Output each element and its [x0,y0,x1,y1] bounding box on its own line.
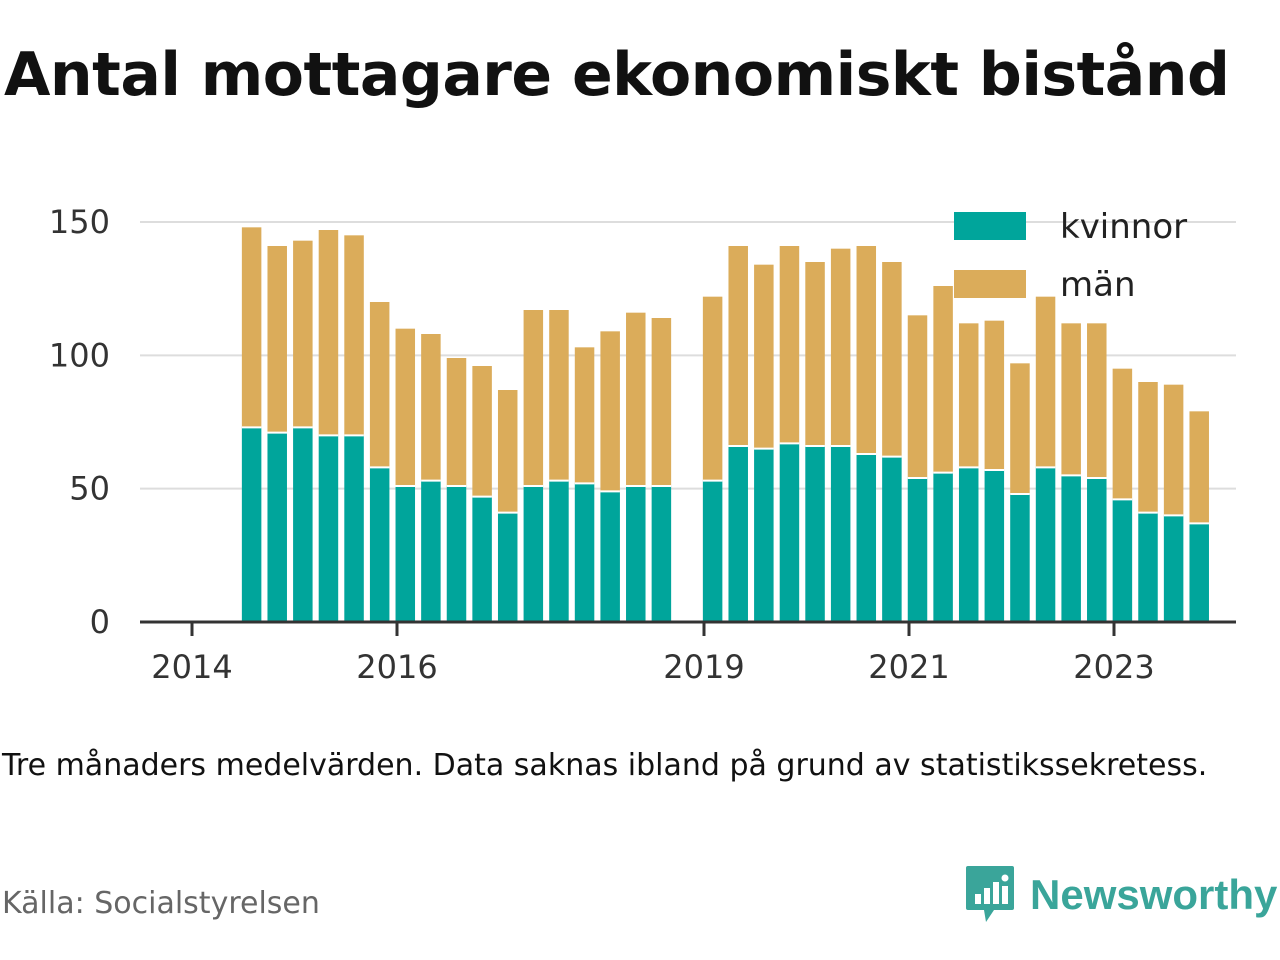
bar-kvinnor [754,448,774,622]
y-tick-label: 50 [69,470,110,508]
bar-man [549,310,569,481]
bar-kvinnor [626,486,646,622]
bar-kvinnor [830,446,851,622]
bar-kvinnor [1112,499,1133,622]
bar-kvinnor [344,435,364,622]
bar-kvinnor [318,435,339,622]
bar-kvinnor [497,512,518,622]
bar-kvinnor [1087,478,1107,622]
bar-kvinnor [933,472,953,622]
bar-man [882,262,902,457]
bars [241,227,1209,622]
source-credit: Källa: Socialstyrelsen [2,886,320,921]
bar-man [600,331,620,492]
x-tick-label: 2021 [868,648,949,686]
bar-kvinnor [293,427,313,622]
bar-kvinnor [549,480,569,622]
chart-title: Antal mottagare ekonomiskt bistånd [4,40,1230,110]
bar-man [293,240,313,428]
bar-man [1087,323,1107,478]
bar-man [241,227,262,428]
bar-kvinnor [1035,467,1056,622]
x-tick-label: 2016 [356,648,437,686]
bar-kvinnor [958,467,979,622]
bar-kvinnor [702,480,723,622]
bar-kvinnor [421,480,441,622]
bar-man [1035,296,1056,468]
bar-man [754,264,774,449]
bar-man [523,310,544,486]
x-tick-label: 2019 [663,648,744,686]
x-axis-ticks: 2014 2016 2019 2021 2023 [151,622,1155,686]
bar-kvinnor [907,478,928,622]
bar-man [421,334,441,481]
bar-kvinnor [728,446,748,622]
bar-man [369,302,390,468]
y-tick-label: 0 [90,603,110,641]
newsworthy-logo: Newsworthy [964,864,1277,926]
bar-kvinnor [1010,494,1030,622]
bar-man [830,248,851,446]
newsworthy-logo-icon [966,866,1014,922]
legend-swatch-man [954,270,1026,298]
bar-man [1163,384,1184,516]
bar-kvinnor [1189,523,1209,622]
legend-swatch-kvinnor [954,212,1026,240]
bar-man [728,246,748,446]
bar-man [907,315,928,478]
bar-man [779,246,800,444]
bar-kvinnor [241,427,262,622]
chart-note: Tre månaders medelvärden. Data saknas ib… [2,748,1208,783]
y-axis-labels: 0 50 100 150 [49,203,110,641]
bar-man [984,320,1005,470]
bar-man [472,366,492,497]
bar-kvinnor [984,470,1005,622]
bar-kvinnor [523,486,544,622]
bar-man [702,296,723,481]
bar-kvinnor [779,443,800,622]
bar-kvinnor [1138,512,1158,622]
newsworthy-logo-text: Newsworthy [1030,871,1278,918]
bar-kvinnor [805,446,825,622]
bar-kvinnor [600,491,620,622]
bar-man [1112,368,1133,500]
bar-man [1061,323,1081,476]
bar-kvinnor [856,454,877,622]
bar-man [1189,411,1209,524]
bar-man [856,246,877,454]
bar-man [651,318,672,486]
bar-man [395,328,416,486]
legend-label: män [1060,265,1136,305]
bar-kvinnor [446,486,467,622]
bar-kvinnor [267,432,287,622]
stacked-bar-chart: 0 50 100 150 2014 2016 2019 2021 2023 kvinnor mä… [49,203,1236,686]
bar-kvinnor [574,483,595,622]
bar-kvinnor [395,486,416,622]
bar-man [933,286,953,473]
x-tick-label: 2014 [151,648,232,686]
bar-man [1010,363,1030,494]
x-tick-label: 2023 [1073,648,1154,686]
bar-man [1138,382,1158,513]
bar-man [318,230,339,436]
legend-label: kvinnor [1060,207,1187,247]
bar-man [805,262,825,446]
y-tick-label: 100 [49,336,110,374]
y-tick-label: 150 [49,203,110,241]
bar-man [344,235,364,436]
bar-kvinnor [1163,515,1184,622]
legend: kvinnor män [954,207,1187,305]
bar-man [958,323,979,468]
bar-kvinnor [472,496,492,622]
bar-man [574,347,595,484]
bar-man [497,390,518,513]
bar-man [267,246,287,433]
bar-kvinnor [1061,475,1081,622]
bar-kvinnor [882,456,902,622]
bar-kvinnor [651,486,672,622]
bar-man [626,312,646,486]
bar-man [446,358,467,486]
bar-kvinnor [369,467,390,622]
